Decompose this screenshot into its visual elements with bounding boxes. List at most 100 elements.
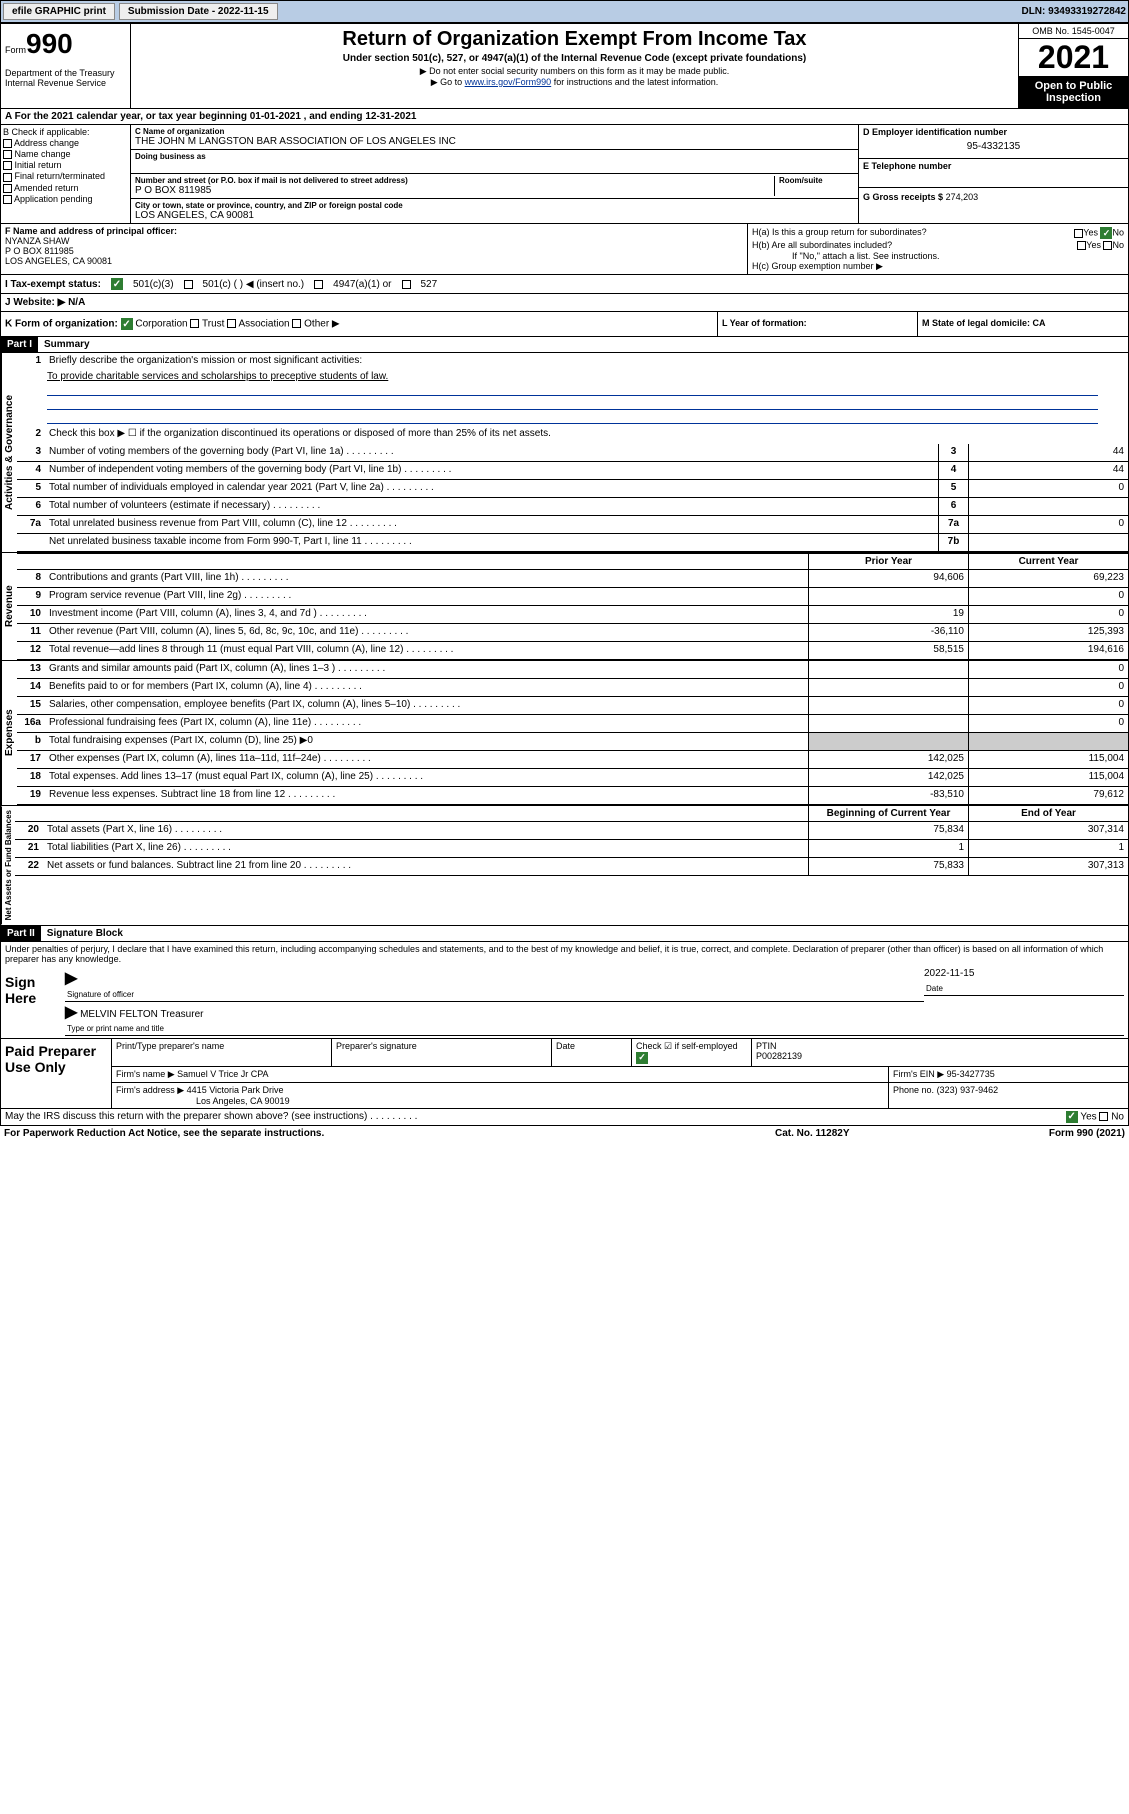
line-text: Net unrelated business taxable income fr… [45,534,938,551]
bottom-row: For Paperwork Reduction Act Notice, see … [0,1126,1129,1141]
prep-name-hdr: Print/Type preparer's name [111,1039,331,1066]
prep-sig-hdr: Preparer's signature [331,1039,551,1066]
501c-checkbox[interactable] [184,280,193,289]
line-key: 5 [938,480,968,497]
dln-text: DLN: 93493319272842 [1021,6,1126,17]
line-value [968,498,1128,515]
assoc-checkbox[interactable] [227,319,236,328]
527-checkbox[interactable] [402,280,411,289]
form-number-cell: Form990 Department of the Treasury Inter… [1,24,131,108]
ptin-cell: PTINP00282139 [751,1039,1128,1066]
revenue-section: Revenue Prior YearCurrent Year 8Contribu… [0,553,1129,661]
current-value: 115,004 [968,751,1128,768]
officer-addr1: P O BOX 811985 [5,246,74,256]
open-public-badge: Open to Public Inspection [1019,76,1128,108]
firm-ein-cell: Firm's EIN ▶ 95-3427735 [888,1067,1128,1082]
other-checkbox[interactable] [292,319,301,328]
paid-preparer-label: Paid Preparer Use Only [1,1039,111,1108]
line-text: Total liabilities (Part X, line 26) [43,840,808,857]
activities-section: Activities & Governance 1Briefly describ… [0,353,1129,553]
gross-label: G Gross receipts $ [863,192,943,202]
line-text: Number of voting members of the governin… [45,444,938,461]
line-value: 0 [968,480,1128,497]
current-value: 0 [968,588,1128,605]
ha-row: H(a) Is this a group return for subordin… [752,227,1124,239]
line-text: Total expenses. Add lines 13–17 (must eq… [45,769,808,786]
checkbox[interactable] [3,184,12,193]
checkbox[interactable] [3,139,12,148]
part1-badge: Part I [1,337,38,352]
state-domicile: M State of legal domicile: CA [918,312,1128,336]
officer-printed-name: MELVIN FELTON Treasurer [80,1009,203,1020]
tax-exempt-label: I Tax-exempt status: [5,279,101,290]
firm-addr-cell: Firm's address ▶ 4415 Victoria Park Driv… [111,1083,888,1108]
prep-date-hdr: Date [551,1039,631,1066]
prior-value [808,661,968,678]
department-text: Department of the Treasury Internal Reve… [5,68,126,88]
mission-line [47,412,1098,424]
current-value: 0 [968,697,1128,714]
f-label: F Name and address of principal officer: [5,226,177,236]
tel-label: E Telephone number [863,161,1124,171]
paperwork-notice: For Paperwork Reduction Act Notice, see … [4,1128,775,1139]
checkbox[interactable] [3,150,12,159]
ha-no-checkbox[interactable]: ✓ [1100,227,1112,239]
section-bcd: B Check if applicable: Address change Na… [0,125,1129,224]
yes-label: Yes [1083,228,1098,238]
org-name: THE JOHN M LANGSTON BAR ASSOCIATION OF L… [135,136,854,147]
line-text: Professional fundraising fees (Part IX, … [45,715,808,732]
tax-year: 2021 [1019,39,1128,76]
trust-checkbox[interactable] [190,319,199,328]
current-value: 194,616 [968,642,1128,659]
checkbox[interactable] [3,161,12,170]
sign-here-label: Sign Here [1,966,61,1038]
current-value: 307,314 [968,822,1128,839]
assoc-label: Association [238,319,289,330]
instr2-post: for instructions and the latest informat… [551,77,718,87]
may-irs-no-checkbox[interactable] [1099,1112,1108,1121]
checkbox[interactable] [3,173,12,182]
no-label-2: No [1112,240,1124,250]
mission-text: To provide charitable services and schol… [47,371,1098,382]
form-org-label: K Form of organization: [5,319,118,330]
checkbox[interactable] [3,195,12,204]
self-employed-checkbox[interactable]: ✓ [636,1052,648,1064]
line-text: Total revenue—add lines 8 through 11 (mu… [45,642,808,659]
line-key: 3 [938,444,968,461]
prior-value [808,588,968,605]
501c3-checkbox[interactable]: ✓ [111,278,123,290]
form-header: Form990 Department of the Treasury Inter… [0,23,1129,109]
4947-checkbox[interactable] [314,280,323,289]
may-irs-yes-checkbox[interactable]: ✓ [1066,1111,1078,1123]
current-value: 1 [968,840,1128,857]
ha-yes-checkbox[interactable] [1074,229,1083,238]
form-990-number: 990 [26,28,73,59]
line-text: Total number of volunteers (estimate if … [45,498,938,515]
corp-checkbox[interactable]: ✓ [121,318,133,330]
officer-addr2: LOS ANGELES, CA 90081 [5,256,112,266]
k-form-org: K Form of organization: ✓ Corporation Tr… [1,312,718,336]
hb-note: If "No," attach a list. See instructions… [752,251,1124,261]
instr2-pre: ▶ Go to [431,77,465,87]
efile-button[interactable]: efile GRAPHIC print [3,3,115,20]
row-i: I Tax-exempt status: ✓ 501(c)(3) 501(c) … [0,275,1129,294]
prior-value: -36,110 [808,624,968,641]
hb-yes-checkbox[interactable] [1077,241,1086,250]
ein-value: 95-4332135 [863,137,1124,156]
org-name-label: C Name of organization [135,127,854,136]
line2-text: Check this box ▶ ☐ if the organization d… [45,426,1128,444]
yes-label-3: Yes [1080,1111,1096,1122]
line16b-text: Total fundraising expenses (Part IX, col… [45,733,808,750]
line-text: Total unrelated business revenue from Pa… [45,516,938,533]
sign-here-row: Sign Here ▶Signature of officer 2022-11-… [1,966,1128,1038]
opt-501c3: 501(c)(3) [133,279,174,290]
row-k: K Form of organization: ✓ Corporation Tr… [0,312,1129,337]
column-b-checkboxes: B Check if applicable: Address change Na… [1,125,131,223]
irs-link[interactable]: www.irs.gov/Form990 [465,77,552,87]
submission-date-button[interactable]: Submission Date - 2022-11-15 [119,3,278,20]
form-footer: Form 990 (2021) [975,1128,1125,1139]
gross-value: 274,203 [946,192,979,202]
form-label: Form [5,45,26,55]
gross-receipts-box: G Gross receipts $ 274,203 [859,188,1128,206]
line-value: 0 [968,516,1128,533]
